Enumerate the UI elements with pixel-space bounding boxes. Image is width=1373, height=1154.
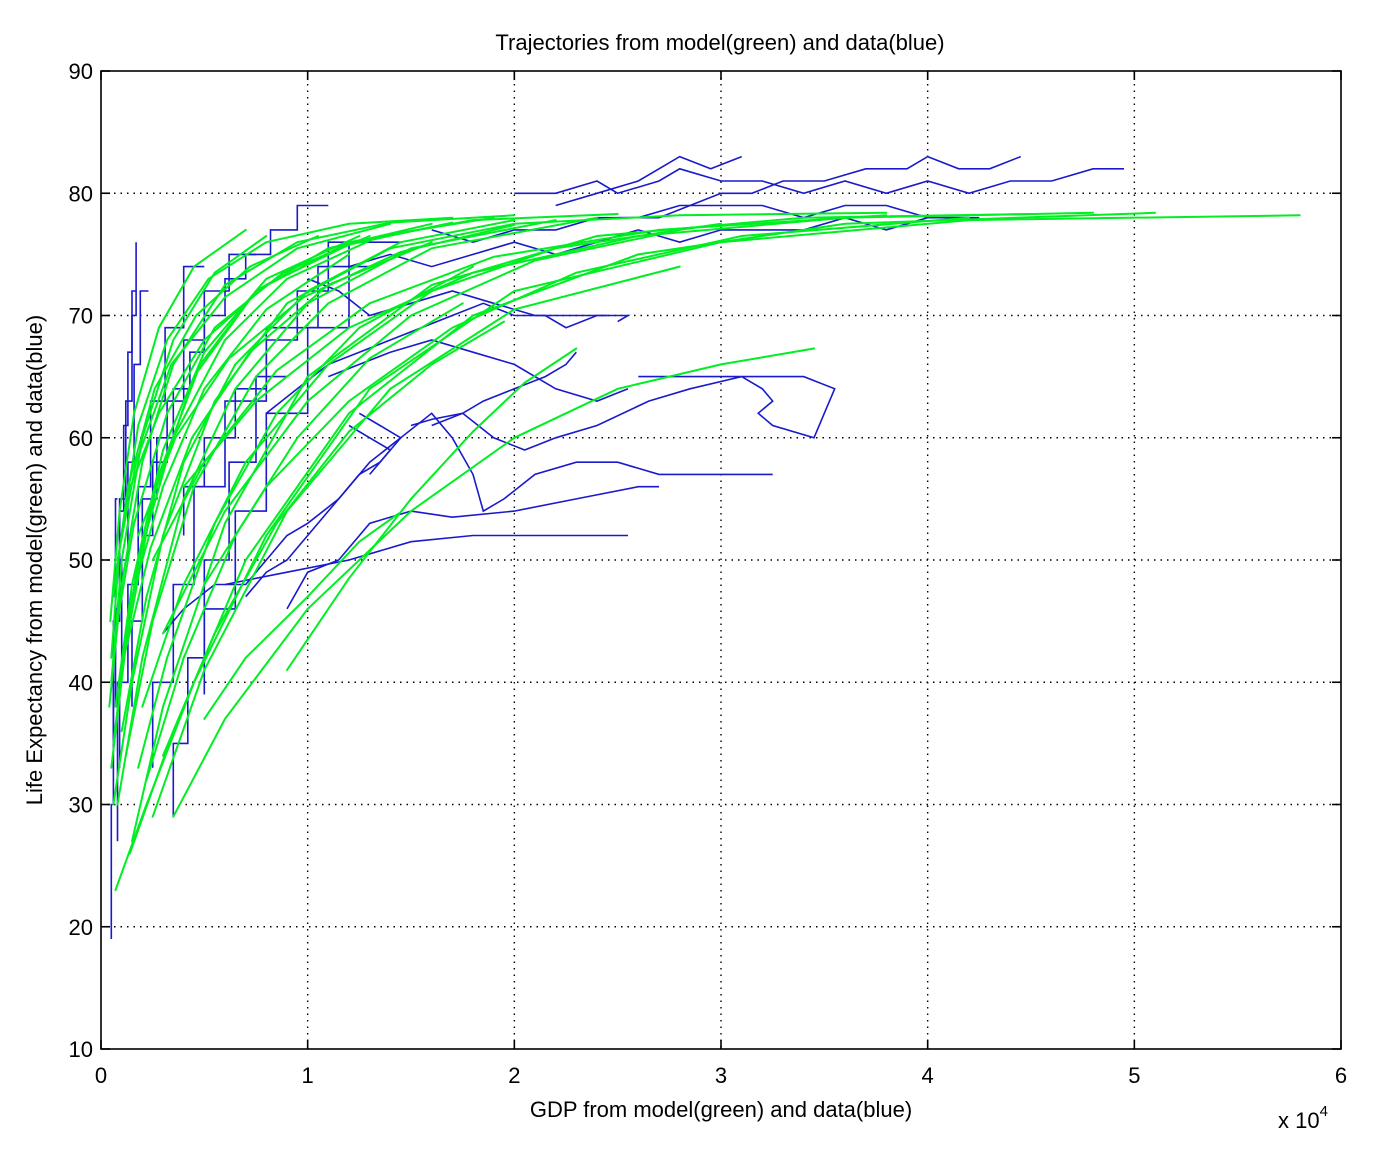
- x-tick-label: 5: [1128, 1063, 1140, 1088]
- x-tick-label: 0: [95, 1063, 107, 1088]
- model-trajectory-28: [131, 253, 350, 598]
- x-axis-multiplier: x 104: [1278, 1103, 1328, 1133]
- y-tick-label: 90: [69, 59, 93, 84]
- model-trajectory-25: [114, 235, 371, 635]
- model-trajectory-32: [124, 221, 454, 500]
- model-trajectory-2: [172, 347, 815, 818]
- model-trajectory-27: [162, 228, 681, 635]
- data-trajectory-21: [182, 241, 360, 536]
- model-trajectory-15: [162, 320, 505, 757]
- y-tick-label: 50: [69, 548, 93, 573]
- data-trajectory-10: [328, 339, 629, 402]
- model-trajectory-16: [109, 228, 247, 623]
- x-axis-label: GDP from model(green) and data(blue): [530, 1097, 912, 1122]
- data-trajectory-6: [224, 534, 628, 586]
- model-trajectory-17: [110, 235, 268, 684]
- data-trajectory-8: [431, 375, 836, 451]
- x-tick-label: 6: [1335, 1063, 1347, 1088]
- x-multiplier-base: x 10: [1278, 1108, 1320, 1133]
- y-tick-label: 30: [69, 793, 93, 818]
- model-trajectory-24: [112, 235, 319, 598]
- data-trajectory-18: [555, 155, 742, 207]
- x-tick-label: 1: [302, 1063, 314, 1088]
- model-trajectory-9: [108, 214, 516, 708]
- model-trajectory-4: [203, 512, 400, 720]
- model-trajectory-6: [131, 213, 1032, 843]
- data-trajectory-9: [369, 412, 773, 513]
- tick-layer: 0 1 2 3 4 5 6 10 20 30 40 50 60 70 80 90: [69, 59, 1348, 1088]
- y-tick-label: 20: [69, 915, 93, 940]
- y-tick-label: 10: [69, 1037, 93, 1062]
- chart-title: Trajectories from model(green) and data(…: [495, 30, 944, 55]
- data-trajectory-25: [162, 412, 403, 634]
- x-multiplier-exponent: 4: [1320, 1103, 1328, 1120]
- x-tick-label: 3: [715, 1063, 727, 1088]
- model-trajectory-22: [141, 222, 722, 708]
- model-trajectory-21: [118, 216, 495, 684]
- data-trajectory-3: [172, 375, 287, 817]
- model-trajectory-12: [116, 219, 557, 806]
- data-trajectory-13: [307, 278, 608, 317]
- model-trajectory-18: [114, 235, 361, 708]
- data-trajectories: [110, 155, 1124, 939]
- data-trajectory-17: [431, 204, 980, 244]
- x-tick-label: 2: [508, 1063, 520, 1088]
- model-trajectory-3: [286, 347, 578, 671]
- model-trajectories: [108, 211, 1301, 892]
- model-trajectory-33: [137, 224, 516, 537]
- model-trajectory-31: [182, 211, 1094, 488]
- y-tick-label: 70: [69, 304, 93, 329]
- x-tick-label: 4: [922, 1063, 934, 1088]
- data-trajectory-12: [265, 302, 631, 414]
- y-tick-label: 60: [69, 426, 93, 451]
- y-tick-label: 80: [69, 181, 93, 206]
- y-tick-label: 40: [69, 670, 93, 695]
- data-trajectory-23: [118, 265, 205, 768]
- model-trajectory-5: [151, 265, 681, 818]
- model-trajectory-13: [137, 265, 474, 769]
- model-trajectory-7: [112, 211, 888, 806]
- model-trajectory-19: [120, 219, 516, 733]
- model-trajectory-20: [124, 216, 598, 757]
- model-trajectory-23: [203, 216, 970, 586]
- y-axis-label: Life Expectancy from model(green) and da…: [22, 315, 47, 805]
- data-trajectory-7: [286, 485, 659, 610]
- data-trajectory-11: [410, 351, 577, 427]
